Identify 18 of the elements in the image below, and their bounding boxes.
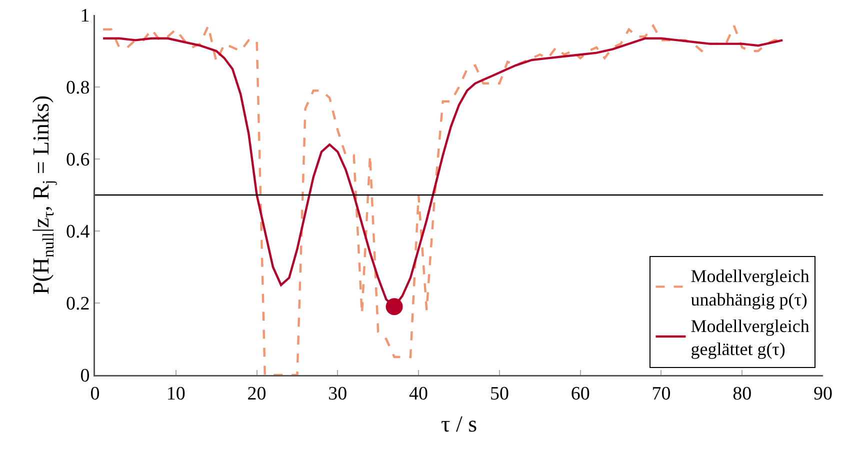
y-tick-label: 0.4 [66,222,90,243]
legend-label: Modellvergleich unabhängig p(τ) [690,266,810,310]
y-tick-label: 0.6 [66,150,90,171]
x-tick-label: 20 [247,383,266,404]
x-tick-label: 90 [814,383,832,404]
x-tick-label: 50 [490,383,509,404]
legend-label: Modellvergleich geglättet g(τ) [690,316,810,360]
x-tick-label: 80 [732,383,752,404]
y-tick-label: 0.2 [66,294,90,315]
x-tick-label: 30 [328,383,348,404]
x-tick-label: 10 [166,383,186,404]
y-tick-label: 1 [80,6,90,27]
x-tick-label: 60 [570,383,590,404]
y-tick-label: 0 [80,366,90,387]
y-tick-label: 0.8 [66,78,90,99]
x-tick-label: 70 [652,383,671,404]
x-tick-label: 40 [409,383,428,404]
x-axis-title: τ / s [440,412,478,437]
